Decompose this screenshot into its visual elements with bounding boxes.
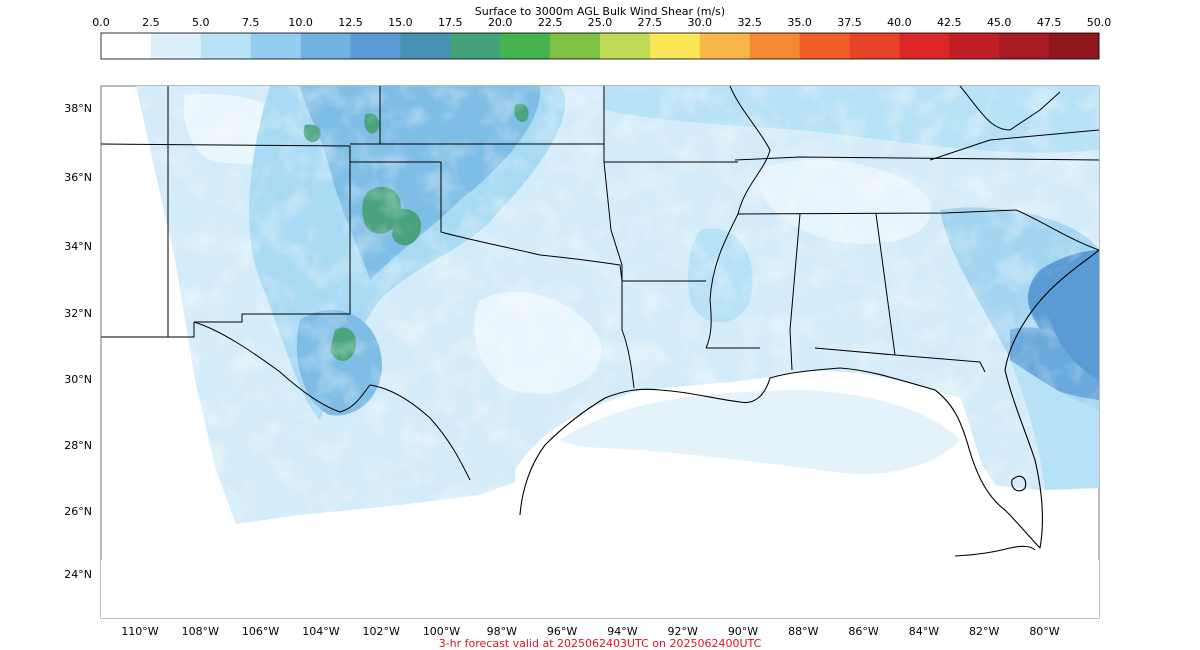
colorbar-swatch (350, 33, 401, 59)
colorbar-swatch (999, 33, 1050, 59)
map-layer (101, 86, 1099, 618)
colorbar-swatch (849, 33, 900, 59)
longitude-label: 100°W (423, 625, 460, 638)
colorbar-swatch (550, 33, 601, 59)
longitude-label: 102°W (363, 625, 400, 638)
longitude-label: 108°W (182, 625, 219, 638)
colorbar-tick-label: 22.5 (538, 16, 563, 29)
colorbar-tick-labels: 0.0 2.5 5.0 7.5 10.0 12.5 15.0 17.5 20.0 22.5 25.0… (92, 16, 1111, 29)
colorbar-swatch (649, 33, 701, 59)
colorbar-swatch (450, 33, 501, 59)
latitude-label: 30°N (64, 373, 92, 386)
colorbar (101, 33, 1100, 59)
colorbar-tick-label: 32.5 (737, 16, 762, 29)
colorbar-tick-label: 12.5 (338, 16, 363, 29)
colorbar-swatch (101, 33, 152, 59)
gulf-shelf-shading (560, 390, 960, 474)
longitude-label: 96°W (547, 625, 577, 638)
colorbar-tick-label: 37.5 (837, 16, 862, 29)
coastline (519, 249, 1099, 557)
latitude-label: 28°N (64, 439, 92, 452)
longitude-label: 80°W (1029, 625, 1059, 638)
colorbar-tick-label: 27.5 (638, 16, 663, 29)
forecast-valid-label: 3-hr forecast valid at 2025062403UTC on … (439, 637, 762, 650)
colorbar-tick-label: 25.0 (588, 16, 613, 29)
colorbar-tick-label: 42.5 (937, 16, 962, 29)
latitude-label: 24°N (64, 568, 92, 581)
colorbar-tick-label: 5.0 (192, 16, 210, 29)
colorbar-tick-label: 0.0 (92, 16, 110, 29)
colorbar-tick-label: 2.5 (142, 16, 160, 29)
colorbar-swatch (600, 33, 651, 59)
colorbar-swatch (699, 33, 751, 59)
colorbar-swatch (400, 33, 451, 59)
colorbar-swatch (1049, 33, 1100, 59)
colorbar-swatch (500, 33, 551, 59)
colorbar-swatch (200, 33, 252, 59)
longitude-label: 106°W (242, 625, 279, 638)
longitude-label: 98°W (487, 625, 517, 638)
longitude-label: 104°W (302, 625, 339, 638)
longitude-labels: 110°W 108°W 106°W 104°W 102°W 100°W 98°W 96°W 94… (121, 625, 1059, 638)
longitude-label: 88°W (788, 625, 818, 638)
latitude-label: 32°N (64, 307, 92, 320)
colorbar-tick-label: 15.0 (388, 16, 413, 29)
longitude-label: 110°W (121, 625, 158, 638)
colorbar-swatch (949, 33, 1000, 59)
atlantic-shading (1050, 250, 1099, 380)
latitude-labels: 38°N 36°N 34°N 32°N 30°N 28°N 26°N 24°N (64, 102, 92, 581)
colorbar-tick-label: 7.5 (242, 16, 260, 29)
longitude-label: 90°W (728, 625, 758, 638)
colorbar-tick-label: 35.0 (787, 16, 812, 29)
latitude-label: 36°N (64, 171, 92, 184)
colorbar-swatch (799, 33, 850, 59)
latitude-label: 26°N (64, 505, 92, 518)
colorbar-tick-label: 40.0 (887, 16, 912, 29)
state-borders (101, 86, 1099, 481)
colorbar-tick-label: 30.0 (688, 16, 713, 29)
colorbar-tick-label: 10.0 (288, 16, 313, 29)
colorbar-tick-label: 17.5 (438, 16, 463, 29)
colorbar-frame (100, 32, 1100, 60)
longitude-label: 92°W (668, 625, 698, 638)
longitude-label: 94°W (607, 625, 637, 638)
colorbar-tick-label: 20.0 (488, 16, 513, 29)
longitude-label: 82°W (969, 625, 999, 638)
atlantic-shading (1010, 360, 1099, 490)
colorbar-swatch (899, 33, 950, 59)
latitude-label: 38°N (64, 102, 92, 115)
colorbar-tick-label: 50.0 (1087, 16, 1112, 29)
latitude-label: 34°N (64, 240, 92, 253)
longitude-label: 84°W (909, 625, 939, 638)
colorbar-swatch (250, 33, 302, 59)
colorbar-title: Surface to 3000m AGL Bulk Wind Shear (m/… (475, 5, 725, 18)
longitude-label: 86°W (848, 625, 878, 638)
colorbar-swatch (749, 33, 801, 59)
colorbar-tick-label: 45.0 (987, 16, 1012, 29)
colorbar-swatch (300, 33, 351, 59)
colorbar-tick-label: 47.5 (1037, 16, 1062, 29)
colorbar-swatch (150, 33, 202, 59)
